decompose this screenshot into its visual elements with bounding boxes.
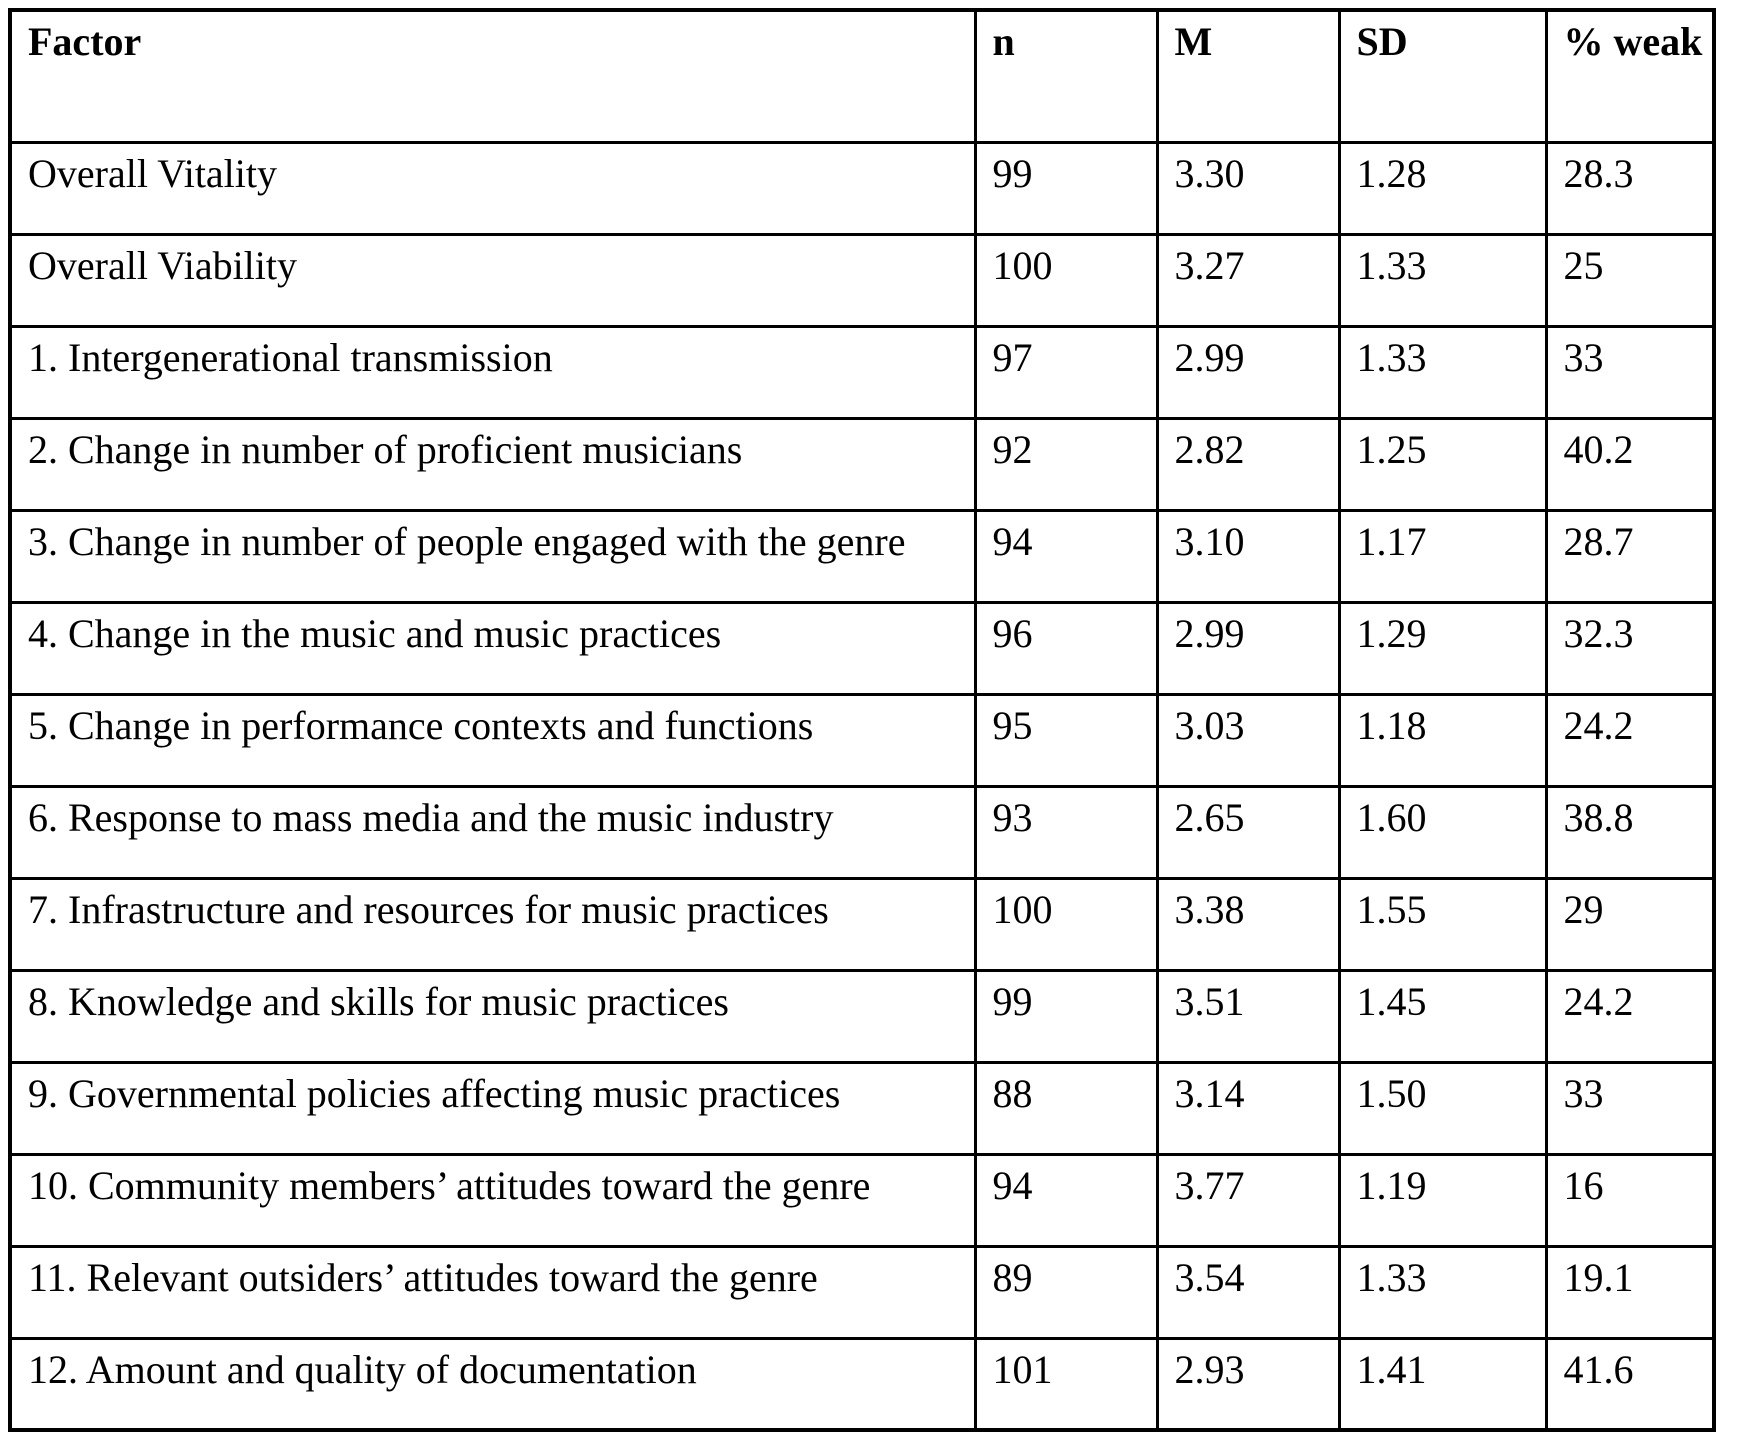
cell-SD: 1.17 [1337,508,1548,604]
table-row: 12. Amount and quality of documentation 1… [8,1336,1716,1432]
cell-factor: 8. Knowledge and skills for music practi… [8,968,977,1064]
cell-n: 97 [973,324,1159,420]
cell-SD: 1.33 [1337,1244,1548,1340]
cell-factor: 5. Change in performance contexts and fu… [8,692,977,788]
cell-M: 2.99 [1155,600,1341,696]
cell-M: 2.82 [1155,416,1341,512]
table-row: 5. Change in performance contexts and fu… [8,692,1716,788]
cell-n: 100 [973,876,1159,972]
cell-pct_weak: 41.6 [1544,1336,1716,1432]
table-row: 4. Change in the music and music practic… [8,600,1716,696]
cell-n: 99 [973,140,1159,236]
cell-SD: 1.33 [1337,324,1548,420]
cell-pct_weak: 29 [1544,876,1716,972]
cell-M: 3.27 [1155,232,1341,328]
cell-pct_weak: 24.2 [1544,692,1716,788]
cell-M: 2.65 [1155,784,1341,880]
table-row: 9. Governmental policies affecting music… [8,1060,1716,1156]
cell-M: 3.38 [1155,876,1341,972]
cell-n: 94 [973,508,1159,604]
table-row: 1. Intergenerational transmission 97 2.99 1… [8,324,1716,420]
cell-M: 3.10 [1155,508,1341,604]
cell-pct_weak: 28.3 [1544,140,1716,236]
cell-pct_weak: 28.7 [1544,508,1716,604]
cell-M: 3.54 [1155,1244,1341,1340]
column-header-mean: M [1155,8,1341,144]
table-row: 8. Knowledge and skills for music practi… [8,968,1716,1064]
cell-n: 89 [973,1244,1159,1340]
column-header-n: n [973,8,1159,144]
cell-pct_weak: 19.1 [1544,1244,1716,1340]
factor-statistics-table: Factor n M SD % weak Overall Vitality 99 3… [8,8,1716,1432]
cell-SD: 1.33 [1337,232,1548,328]
cell-n: 88 [973,1060,1159,1156]
cell-n: 95 [973,692,1159,788]
column-header-pct-weak: % weak [1544,8,1716,144]
cell-M: 3.51 [1155,968,1341,1064]
cell-M: 3.77 [1155,1152,1341,1248]
cell-SD: 1.29 [1337,600,1548,696]
cell-SD: 1.50 [1337,1060,1548,1156]
cell-SD: 1.19 [1337,1152,1548,1248]
table-row: 10. Community members’ attitudes toward … [8,1152,1716,1248]
cell-n: 96 [973,600,1159,696]
cell-SD: 1.60 [1337,784,1548,880]
cell-M: 3.03 [1155,692,1341,788]
cell-SD: 1.55 [1337,876,1548,972]
column-header-sd: SD [1337,8,1548,144]
cell-pct_weak: 24.2 [1544,968,1716,1064]
cell-SD: 1.28 [1337,140,1548,236]
cell-factor: 9. Governmental policies affecting music… [8,1060,977,1156]
table-row: Overall Vitality 99 3.30 1.28 28.3 [8,140,1716,236]
column-header-factor: Factor [8,8,977,144]
cell-pct_weak: 32.3 [1544,600,1716,696]
table-row: Overall Viability 100 3.27 1.33 25 [8,232,1716,328]
cell-M: 2.99 [1155,324,1341,420]
header-row: Factor n M SD % weak [8,8,1716,144]
cell-pct_weak: 33 [1544,1060,1716,1156]
cell-factor: 7. Infrastructure and resources for musi… [8,876,977,972]
cell-n: 99 [973,968,1159,1064]
cell-M: 3.30 [1155,140,1341,236]
cell-n: 93 [973,784,1159,880]
cell-SD: 1.18 [1337,692,1548,788]
table-row: 2. Change in number of proficient musici… [8,416,1716,512]
cell-pct_weak: 33 [1544,324,1716,420]
table-row: 3. Change in number of people engaged wi… [8,508,1716,604]
cell-SD: 1.45 [1337,968,1548,1064]
cell-SD: 1.41 [1337,1336,1548,1432]
cell-M: 3.14 [1155,1060,1341,1156]
cell-factor: 11. Relevant outsiders’ attitudes toward… [8,1244,977,1340]
cell-factor: 10. Community members’ attitudes toward … [8,1152,977,1248]
cell-factor: 4. Change in the music and music practic… [8,600,977,696]
table-row: 6. Response to mass media and the music … [8,784,1716,880]
document-page: Factor n M SD % weak Overall Vitality 99 3… [8,8,1716,1432]
cell-factor: 3. Change in number of people engaged wi… [8,508,977,604]
cell-factor: Overall Viability [8,232,977,328]
cell-SD: 1.25 [1337,416,1548,512]
cell-factor: 2. Change in number of proficient musici… [8,416,977,512]
cell-n: 94 [973,1152,1159,1248]
cell-factor: 12. Amount and quality of documentation [8,1336,977,1432]
cell-pct_weak: 40.2 [1544,416,1716,512]
table-header: Factor n M SD % weak [8,8,1716,144]
cell-factor: Overall Vitality [8,140,977,236]
cell-n: 100 [973,232,1159,328]
cell-n: 92 [973,416,1159,512]
cell-pct_weak: 16 [1544,1152,1716,1248]
cell-factor: 1. Intergenerational transmission [8,324,977,420]
cell-pct_weak: 38.8 [1544,784,1716,880]
cell-n: 101 [973,1336,1159,1432]
cell-factor: 6. Response to mass media and the music … [8,784,977,880]
cell-pct_weak: 25 [1544,232,1716,328]
table-body: Overall Vitality 99 3.30 1.28 28.3 Overall Vi… [8,140,1716,1432]
table-row: 7. Infrastructure and resources for musi… [8,876,1716,972]
cell-M: 2.93 [1155,1336,1341,1432]
table-row: 11. Relevant outsiders’ attitudes toward… [8,1244,1716,1340]
